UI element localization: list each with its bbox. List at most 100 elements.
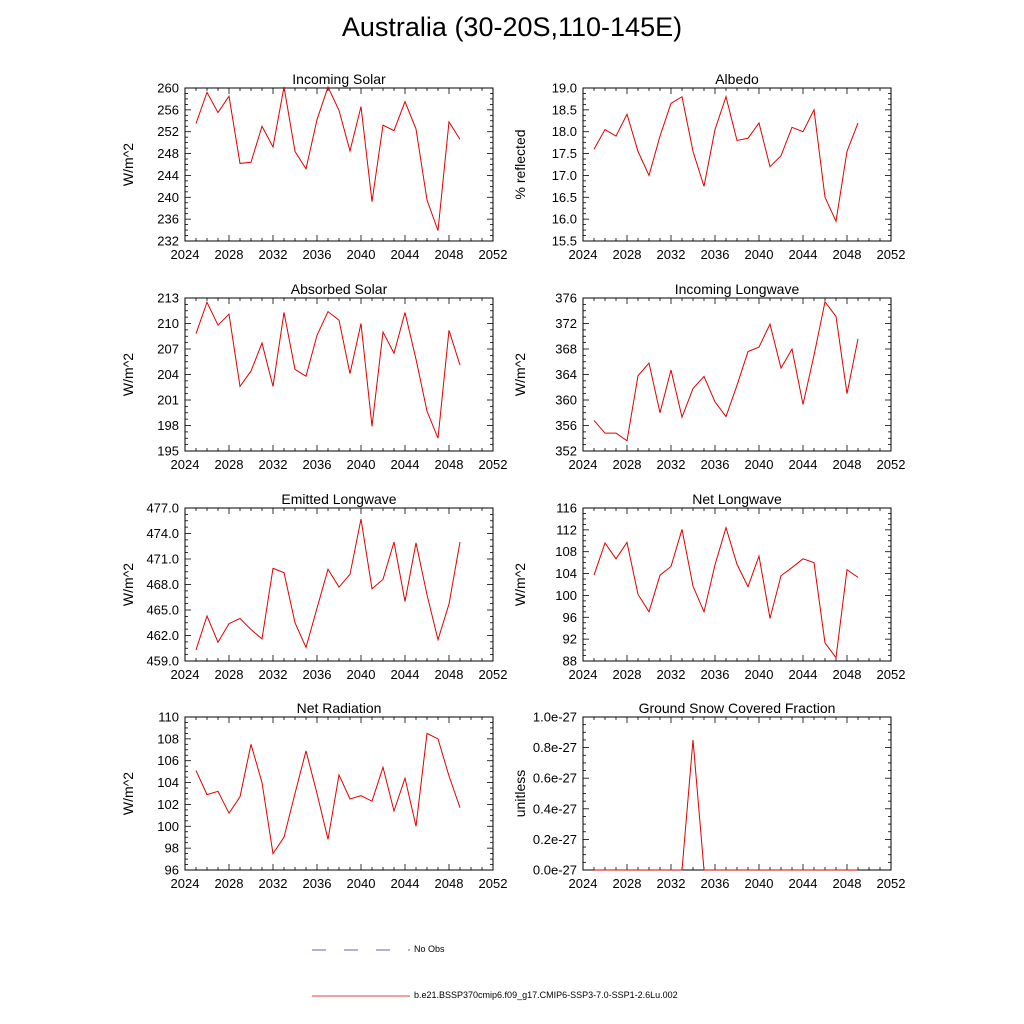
x-tick-label: 2040	[745, 667, 774, 682]
x-tick-label: 2048	[833, 876, 862, 891]
x-tick-label: 2032	[259, 247, 288, 262]
y-tick-label: 1.0e-27	[533, 710, 577, 725]
x-tick-label: 2052	[877, 457, 906, 472]
y-tick-label: 260	[157, 81, 179, 96]
y-tick-label: 471.0	[146, 552, 179, 567]
x-tick-label: 2052	[479, 457, 508, 472]
y-axis-label: % reflected	[512, 129, 528, 199]
x-tick-label: 2052	[479, 876, 508, 891]
x-tick-label: 2040	[745, 247, 774, 262]
chart-title: Albedo	[715, 71, 759, 87]
x-tick-label: 2024	[569, 876, 598, 891]
x-tick-label: 2044	[789, 876, 818, 891]
y-tick-label: 198	[157, 418, 179, 433]
x-tick-label: 2028	[215, 457, 244, 472]
series-line	[195, 518, 461, 651]
x-tick-label: 2040	[347, 667, 376, 682]
y-tick-label: 116	[556, 501, 577, 516]
x-tick-label: 2036	[303, 667, 332, 682]
x-tick-label: 2032	[657, 876, 686, 891]
y-tick-label: 356	[555, 418, 577, 433]
legend-label-no-obs: No Obs	[414, 944, 445, 954]
y-tick-label: 0.8e-27	[533, 740, 577, 755]
series-line	[195, 732, 461, 855]
x-tick-label: 2052	[877, 876, 906, 891]
series-line	[195, 300, 461, 439]
x-tick-label: 2044	[789, 667, 818, 682]
x-tick-label: 2040	[347, 876, 376, 891]
y-tick-label: 248	[157, 146, 179, 161]
x-tick-label: 2032	[657, 457, 686, 472]
y-tick-label: 0.2e-27	[533, 832, 577, 847]
y-tick-label: 465.0	[146, 603, 179, 618]
page-title: Australia (30-20S,110-145E)	[341, 12, 683, 42]
x-tick-label: 2024	[171, 876, 200, 891]
y-axis-label: W/m^2	[512, 563, 528, 606]
x-tick-label: 2044	[391, 247, 420, 262]
x-tick-label: 2028	[613, 876, 642, 891]
chart-title: Absorbed Solar	[291, 281, 388, 297]
y-tick-label: 98	[165, 841, 179, 856]
y-tick-label: 106	[157, 753, 179, 768]
y-tick-label: 368	[555, 342, 577, 357]
y-tick-label: 100	[157, 819, 179, 834]
x-tick-label: 2048	[435, 457, 464, 472]
x-tick-label: 2044	[391, 667, 420, 682]
x-tick-label: 2024	[569, 667, 598, 682]
x-tick-label: 2048	[435, 667, 464, 682]
x-tick-label: 2040	[347, 247, 376, 262]
y-tick-label: 352	[555, 444, 577, 459]
y-tick-label: 0.4e-27	[533, 801, 577, 816]
y-axis-label: W/m^2	[120, 353, 136, 396]
y-tick-label: 462.0	[146, 628, 179, 643]
x-tick-label: 2028	[215, 876, 244, 891]
y-tick-label: 18.5	[552, 102, 577, 117]
plot-frame	[582, 716, 892, 871]
y-tick-label: 201	[157, 393, 179, 408]
x-tick-label: 2036	[303, 876, 332, 891]
y-tick-label: 0.6e-27	[533, 771, 577, 786]
chart-panel-1: Incoming Solar W/m^2 2024 2028 2032 2036 2040 2…	[120, 71, 507, 262]
x-tick-label: 2040	[347, 457, 376, 472]
x-tick-label: 2032	[259, 667, 288, 682]
chart-panel-3: Absorbed Solar W/m^2 2024 2028 2032 2036 2040 2…	[120, 281, 507, 472]
x-tick-label: 2032	[657, 247, 686, 262]
chart-title: Net Longwave	[692, 491, 782, 507]
x-tick-label: 2036	[701, 457, 730, 472]
chart-panel-5: Emitted Longwave W/m^2 2024 2028 2032 2036 204…	[120, 491, 507, 682]
y-tick-label: 96	[563, 610, 577, 625]
x-tick-label: 2052	[877, 247, 906, 262]
x-tick-label: 2036	[701, 876, 730, 891]
y-tick-label: 474.0	[146, 526, 179, 541]
x-tick-label: 2044	[789, 457, 818, 472]
x-tick-label: 2024	[171, 457, 200, 472]
x-tick-label: 2024	[171, 247, 200, 262]
chart-title: Incoming Longwave	[675, 281, 800, 297]
y-tick-label: 17.0	[552, 168, 577, 183]
chart-title: Emitted Longwave	[281, 491, 396, 507]
y-tick-label: 108	[555, 544, 577, 559]
chart-title: Incoming Solar	[292, 71, 386, 87]
y-tick-label: 0.0e-27	[533, 863, 577, 878]
y-tick-label: 96	[165, 863, 179, 878]
x-tick-label: 2028	[215, 667, 244, 682]
y-tick-label: 364	[555, 367, 577, 382]
legend-label-model: b.e21.BSSP370cmip6.f09_g17.CMIP6-SSP3-7.…	[414, 990, 678, 1000]
y-tick-label: 360	[555, 393, 577, 408]
y-tick-label: 18.0	[552, 124, 577, 139]
series-line	[593, 94, 859, 224]
x-tick-label: 2040	[745, 457, 774, 472]
series-line	[594, 739, 858, 871]
x-tick-label: 2048	[833, 667, 862, 682]
x-tick-label: 2036	[303, 457, 332, 472]
y-tick-label: 252	[157, 124, 179, 139]
chart-panel-7: Net Radiation W/m^2 2024 2028 2032 2036 2040 20…	[120, 700, 507, 891]
x-tick-label: 2024	[171, 667, 200, 682]
y-axis-label: W/m^2	[120, 143, 136, 186]
chart-panel-2: Albedo % reflected 2024 2028 2032 2036 2040 204…	[512, 71, 905, 262]
y-axis-label: W/m^2	[512, 353, 528, 396]
y-tick-label: 256	[157, 102, 179, 117]
x-tick-label: 2048	[833, 247, 862, 262]
chart-title: Ground Snow Covered Fraction	[639, 700, 836, 716]
x-tick-label: 2036	[701, 667, 730, 682]
